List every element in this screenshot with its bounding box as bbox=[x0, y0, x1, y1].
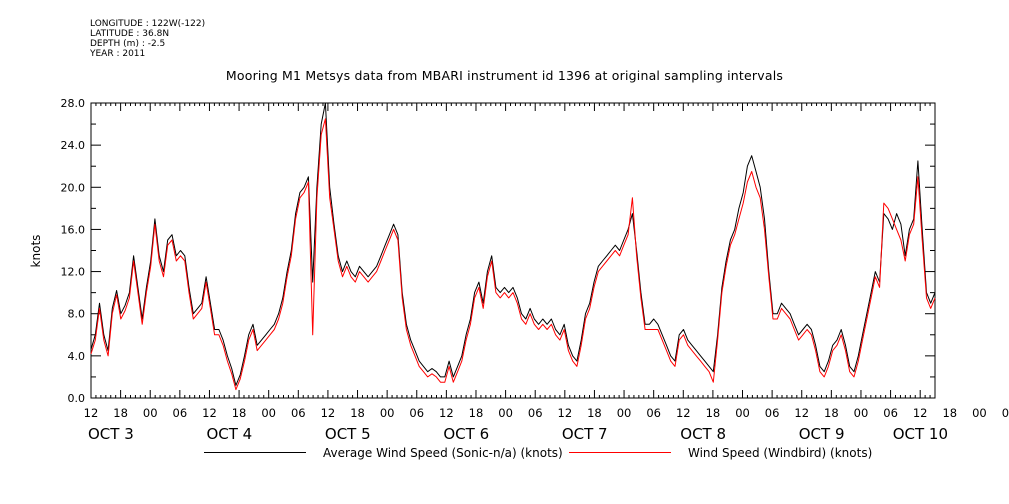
year-label: YEAR : 2011 bbox=[90, 49, 146, 59]
x-day-label: OCT 6 bbox=[443, 425, 489, 443]
x-tick-label: 18 bbox=[350, 406, 365, 420]
x-tick-label: 18 bbox=[469, 406, 484, 420]
x-tick-label: 06 bbox=[1002, 406, 1009, 420]
x-tick-label: 12 bbox=[794, 406, 809, 420]
x-tick-label: 12 bbox=[439, 406, 454, 420]
x-tick-label: 12 bbox=[676, 406, 691, 420]
x-tick-label: 06 bbox=[883, 406, 898, 420]
x-tick-label: 06 bbox=[646, 406, 661, 420]
x-tick-label: 12 bbox=[558, 406, 573, 420]
x-day-label: OCT 3 bbox=[88, 425, 134, 443]
y-tick-label: 28.0 bbox=[61, 97, 86, 110]
x-day-label: OCT 9 bbox=[799, 425, 845, 443]
x-tick-label: 12 bbox=[913, 406, 928, 420]
y-tick-label: 24.0 bbox=[61, 139, 86, 152]
axes-group: 0.0 4.0 8.0 12.0 16.0 20.0 24.0 28.0 12 18 00 06 12 1… bbox=[61, 97, 1009, 443]
longitude-label: LONGITUDE : 122W(-122) bbox=[90, 19, 206, 29]
series-line-windbird bbox=[90, 118, 936, 391]
x-tick-label: 00 bbox=[972, 406, 987, 420]
x-tick-label: 12 bbox=[84, 406, 99, 420]
y-axis-label: knots bbox=[29, 235, 43, 268]
x-day-label: OCT 5 bbox=[325, 425, 371, 443]
depth-label: DEPTH (m) : -2.5 bbox=[90, 39, 166, 49]
chart-title: Mooring M1 Metsys data from MBARI instru… bbox=[225, 68, 784, 83]
x-day-label: OCT 4 bbox=[206, 425, 252, 443]
latitude-label: LATITUDE : 36.8N bbox=[90, 29, 170, 39]
x-tick-label: 00 bbox=[617, 406, 632, 420]
y-tick-label: 12.0 bbox=[61, 266, 86, 279]
y-tick-label: 4.0 bbox=[68, 350, 86, 363]
x-tick-label: 06 bbox=[765, 406, 780, 420]
x-tick-label: 18 bbox=[232, 406, 247, 420]
y-tick-label: 8.0 bbox=[68, 308, 86, 321]
y-tick-label: 20.0 bbox=[61, 181, 86, 194]
x-tick-label: 06 bbox=[528, 406, 543, 420]
x-tick-label: 00 bbox=[143, 406, 158, 420]
y-tick-label: 16.0 bbox=[61, 223, 86, 236]
x-tick-label: 18 bbox=[113, 406, 128, 420]
y-tick-label: 0.0 bbox=[68, 392, 86, 405]
x-tick-label: 06 bbox=[173, 406, 188, 420]
x-tick-label: 06 bbox=[291, 406, 306, 420]
x-tick-label: 00 bbox=[498, 406, 513, 420]
x-tick-label: 00 bbox=[380, 406, 395, 420]
series-group bbox=[90, 102, 936, 391]
x-tick-label: 18 bbox=[942, 406, 957, 420]
x-day-label: OCT 10 bbox=[893, 425, 948, 443]
x-tick-label: 00 bbox=[854, 406, 869, 420]
legend-line-windbird bbox=[569, 452, 671, 453]
x-tick-label: 18 bbox=[824, 406, 839, 420]
x-tick-label: 18 bbox=[587, 406, 602, 420]
x-day-label: OCT 7 bbox=[562, 425, 608, 443]
series-line-sonic bbox=[90, 102, 936, 386]
x-tick-label: 12 bbox=[321, 406, 336, 420]
x-tick-label: 00 bbox=[261, 406, 276, 420]
x-tick-label: 18 bbox=[706, 406, 721, 420]
x-tick-label: 12 bbox=[202, 406, 217, 420]
x-tick-label: 00 bbox=[735, 406, 750, 420]
x-day-label: OCT 8 bbox=[680, 425, 726, 443]
x-tick-label: 06 bbox=[409, 406, 424, 420]
legend-label-sonic: Average Wind Speed (Sonic-n/a) (knots) bbox=[323, 446, 563, 460]
plot-frame bbox=[90, 102, 936, 399]
legend-line-sonic bbox=[204, 452, 306, 453]
legend-label-windbird: Wind Speed (Windbird) (knots) bbox=[688, 446, 873, 460]
